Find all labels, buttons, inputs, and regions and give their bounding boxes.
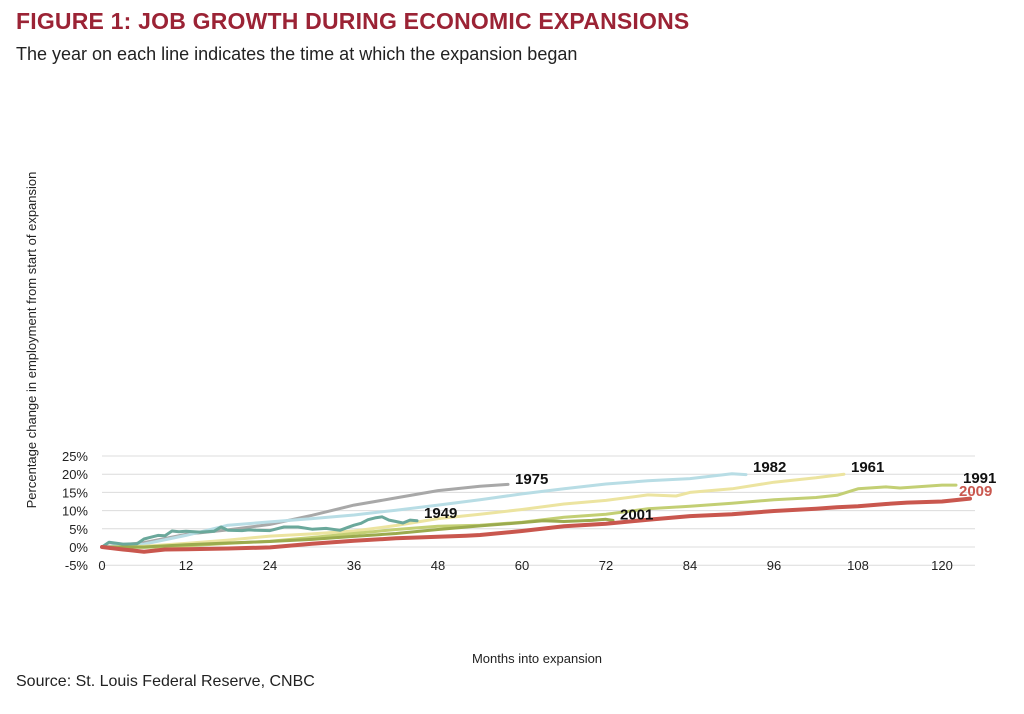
y-tick-label: -5% bbox=[65, 558, 89, 573]
series-line-2001 bbox=[100, 517, 615, 549]
series-line-2009 bbox=[100, 496, 972, 554]
series-label-1949: 1949 bbox=[424, 505, 457, 522]
x-tick-label: 24 bbox=[263, 558, 277, 573]
x-axis-ticks: 0 12 24 36 48 60 72 84 96 108 120 bbox=[98, 558, 952, 573]
y-tick-label: 15% bbox=[62, 485, 88, 500]
series-line-1961 bbox=[100, 472, 846, 549]
series-labels: 1975 1982 1961 1991 2001 1949 2009 bbox=[424, 459, 996, 523]
x-axis-title: Months into expansion bbox=[472, 651, 602, 666]
series-label-1991: 1991 bbox=[963, 470, 996, 487]
series-label-2009: 2009 bbox=[959, 483, 992, 500]
series-line-1949 bbox=[100, 515, 419, 549]
series-label-1961: 1961 bbox=[851, 459, 884, 476]
x-tick-label: 0 bbox=[98, 558, 105, 573]
x-tick-label: 84 bbox=[683, 558, 697, 573]
figure-title: FIGURE 1: JOB GROWTH DURING ECONOMIC EXP… bbox=[16, 8, 690, 34]
y-axis-title: Percentage change in employment from sta… bbox=[24, 172, 39, 509]
x-tick-label: 96 bbox=[767, 558, 781, 573]
series-line-1982 bbox=[100, 472, 748, 549]
x-tick-label: 36 bbox=[347, 558, 361, 573]
y-tick-label: 0% bbox=[69, 540, 88, 555]
y-tick-label: 25% bbox=[62, 449, 88, 464]
source-note: Source: St. Louis Federal Reserve, CNBC bbox=[16, 673, 315, 690]
y-tick-label: 5% bbox=[69, 522, 88, 537]
figure-subtitle: The year on each line indicates the time… bbox=[16, 44, 578, 64]
series-lines bbox=[100, 472, 972, 554]
series-label-2001: 2001 bbox=[620, 506, 653, 523]
x-tick-label: 12 bbox=[179, 558, 193, 573]
x-tick-label: 72 bbox=[599, 558, 613, 573]
x-tick-label: 120 bbox=[931, 558, 953, 573]
x-tick-label: 60 bbox=[515, 558, 529, 573]
x-tick-label: 48 bbox=[431, 558, 445, 573]
y-tick-label: 10% bbox=[62, 504, 88, 519]
series-label-1982: 1982 bbox=[753, 459, 786, 476]
y-axis-ticks: 25% 20% 15% 10% 5% 0% -5% bbox=[62, 449, 88, 573]
series-label-1975: 1975 bbox=[515, 471, 548, 488]
y-tick-label: 20% bbox=[62, 467, 88, 482]
x-tick-label: 108 bbox=[847, 558, 869, 573]
